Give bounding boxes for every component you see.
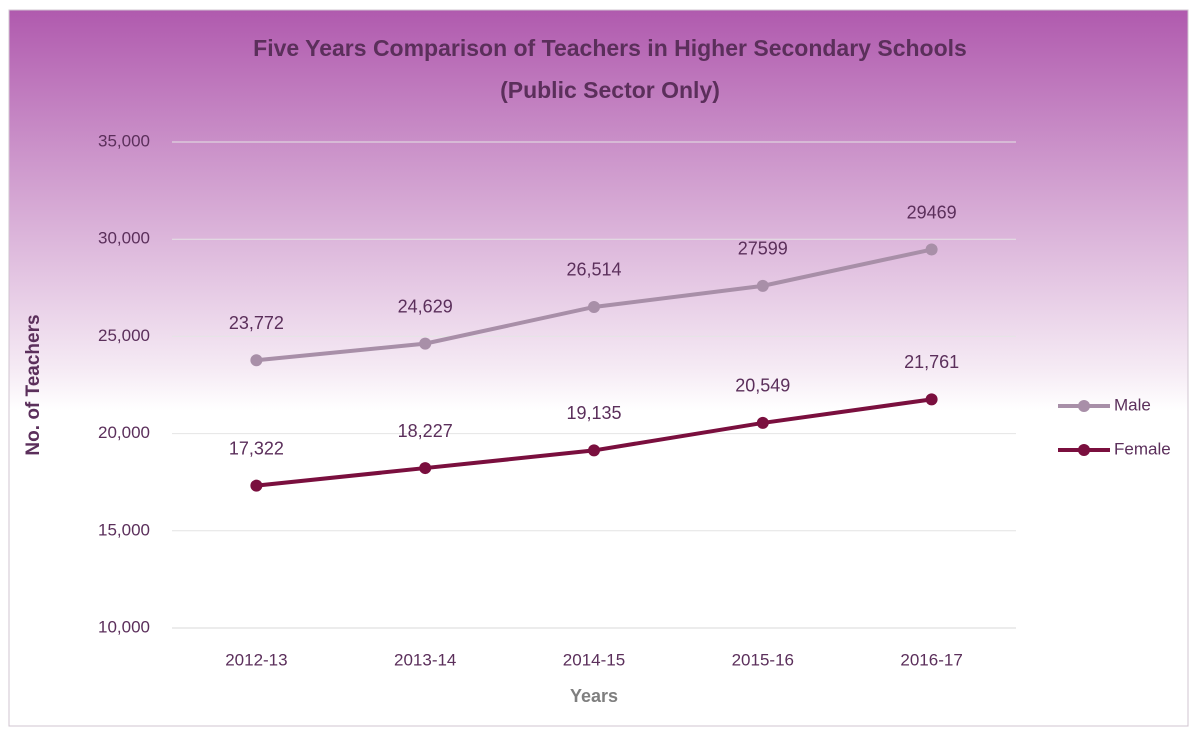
data-label: 24,629 [398, 296, 453, 316]
chart-title: Five Years Comparison of Teachers in Hig… [253, 35, 967, 61]
data-label: 29469 [907, 202, 957, 222]
chart-title: (Public Sector Only) [500, 77, 720, 103]
x-tick-label: 2013-14 [394, 650, 456, 669]
data-label: 18,227 [398, 421, 453, 441]
legend-marker [1078, 444, 1090, 456]
data-point [250, 479, 263, 492]
x-tick-label: 2015-16 [732, 650, 794, 669]
y-tick-label: 10,000 [98, 617, 150, 636]
legend-marker [1078, 400, 1090, 412]
legend-label: Female [1114, 439, 1171, 458]
chart-background [8, 9, 1189, 727]
data-label: 20,549 [735, 376, 790, 396]
y-tick-label: 35,000 [98, 131, 150, 150]
data-point [925, 243, 938, 256]
data-label: 19,135 [566, 403, 621, 423]
data-label: 23,772 [229, 313, 284, 333]
data-point [925, 393, 938, 406]
data-point [756, 416, 769, 429]
y-tick-label: 25,000 [98, 326, 150, 345]
data-point [250, 354, 263, 367]
data-point [588, 444, 600, 457]
data-label: 26,514 [566, 260, 621, 280]
data-label: 17,322 [229, 438, 284, 458]
y-tick-label: 15,000 [98, 520, 150, 539]
data-point [419, 462, 432, 475]
y-axis-title: No. of Teachers [23, 314, 44, 455]
x-tick-label: 2016-17 [900, 650, 962, 669]
x-tick-label: 2012-13 [225, 650, 287, 669]
x-tick-label: 2014-15 [563, 650, 625, 669]
data-point [419, 337, 432, 350]
y-tick-label: 20,000 [98, 423, 150, 442]
legend-label: Male [1114, 395, 1151, 414]
y-tick-label: 30,000 [98, 229, 150, 248]
data-label: 27599 [738, 239, 788, 259]
data-label: 21,761 [904, 352, 959, 372]
data-point [588, 300, 600, 313]
x-axis-title: Years [570, 686, 618, 706]
data-point [756, 279, 769, 292]
